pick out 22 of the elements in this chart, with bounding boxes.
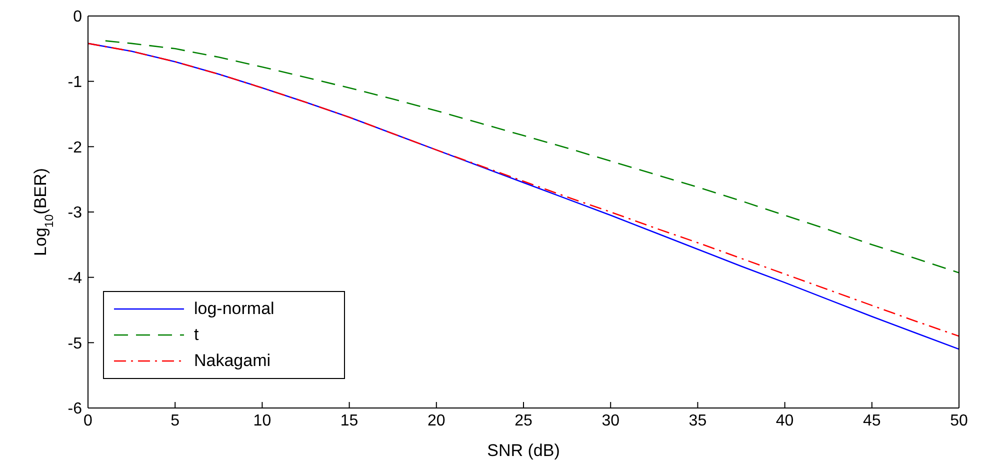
x-tick-label: 5 (170, 412, 180, 430)
x-tick-label: 20 (428, 412, 446, 430)
y-tick-label: -5 (68, 335, 82, 352)
y-tick-label: -1 (68, 74, 82, 92)
x-tick-label: 50 (950, 412, 968, 430)
x-tick-label: 35 (688, 412, 707, 430)
y-tick-label: -2 (68, 139, 82, 156)
y-tick-label: 0 (73, 8, 82, 26)
x-tick-label: 15 (340, 412, 358, 430)
y-tick-label: -3 (68, 204, 82, 222)
x-tick-label: 40 (776, 412, 794, 430)
x-tick-label: 25 (514, 412, 532, 430)
y-tick-label: -6 (68, 400, 82, 418)
x-tick-label: 45 (863, 412, 881, 430)
x-axis-title: SNR (dB) (487, 441, 560, 460)
legend-label: Nakagami (194, 351, 271, 371)
x-tick-label: 30 (602, 412, 620, 430)
y-tick-label: -4 (68, 270, 82, 288)
legend-label: t (194, 325, 199, 345)
legend-label: log-normal (194, 299, 274, 319)
line-series (104, 40, 959, 274)
x-tick-label: 10 (253, 412, 272, 430)
